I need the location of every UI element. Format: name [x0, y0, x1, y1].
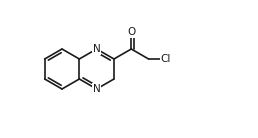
Text: N: N — [93, 84, 101, 94]
Text: Cl: Cl — [160, 54, 171, 64]
Text: N: N — [93, 44, 101, 54]
Text: O: O — [127, 27, 135, 37]
